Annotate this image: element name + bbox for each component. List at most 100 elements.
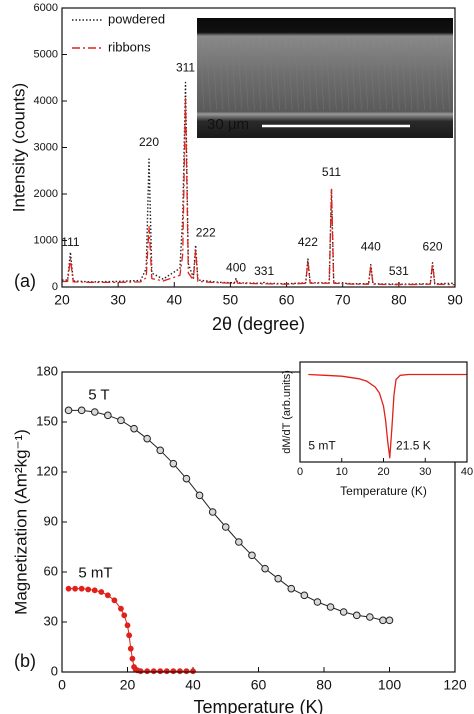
- y-tick-label: 60: [44, 563, 58, 578]
- data-point: [118, 605, 124, 612]
- x-tick-label: 10: [336, 466, 348, 478]
- data-point: [339, 608, 348, 616]
- data-point: [300, 591, 309, 600]
- y-tick-label: 3000: [34, 141, 58, 153]
- data-point: [190, 668, 196, 675]
- sem-texture: [218, 37, 224, 111]
- data-point: [64, 406, 73, 415]
- data-point: [85, 586, 92, 593]
- data-point: [130, 424, 138, 433]
- y-tick-label: 6000: [34, 2, 58, 14]
- annotation: 511: [322, 165, 341, 179]
- sem-texture: [325, 37, 331, 111]
- sem-texture: [363, 37, 369, 111]
- data-point: [124, 622, 131, 629]
- x-tick-label: 30: [419, 466, 431, 478]
- data-point: [208, 508, 217, 516]
- scale-bar-label: 30 μm: [207, 116, 249, 133]
- sem-texture: [269, 37, 274, 111]
- data-point: [157, 668, 164, 675]
- sem-texture: [250, 37, 255, 111]
- sem-texture: [300, 37, 306, 111]
- x-tick-label: 20: [54, 292, 70, 308]
- annotation: 422: [298, 235, 318, 249]
- x-axis-label: 2θ (degree): [212, 314, 305, 334]
- annotation: 531: [389, 264, 409, 278]
- data-point: [137, 668, 144, 675]
- data-point: [221, 523, 230, 531]
- y-tick-label: 120: [36, 463, 58, 478]
- annotation: 220: [139, 135, 159, 149]
- data-point: [163, 668, 170, 675]
- x-tick-label: 0: [297, 466, 303, 478]
- sem-texture: [388, 37, 394, 111]
- data-point: [352, 611, 361, 620]
- x-tick-label: 70: [335, 292, 351, 308]
- sem-texture: [243, 37, 249, 111]
- data-point: [150, 668, 157, 675]
- sem-texture: [395, 37, 400, 111]
- panel: 0 10 20 30 40 5 mT 21.5 K Temperature (K) dM/dT …: [281, 361, 473, 498]
- annotation: 5 mT: [308, 438, 336, 452]
- data-point: [72, 585, 78, 592]
- data-point: [326, 603, 335, 611]
- data-point: [104, 592, 111, 599]
- sem-texture: [212, 37, 217, 111]
- sem-texture: [420, 37, 425, 111]
- sem-texture: [275, 37, 280, 111]
- sem-texture: [256, 37, 261, 111]
- sem-texture: [199, 37, 205, 111]
- data-point: [379, 616, 387, 625]
- x-tick-label: 60: [279, 292, 295, 308]
- y-tick-label: 5000: [34, 48, 58, 60]
- y-tick-label: 0: [52, 281, 58, 293]
- data-point: [77, 406, 86, 415]
- y-tick-label: 4000: [34, 95, 58, 107]
- x-tick-label: 40: [185, 677, 201, 693]
- y-tick-label: 30: [44, 613, 58, 628]
- sem-texture: [445, 37, 450, 111]
- y-tick-label: 2000: [34, 188, 58, 200]
- data-point: [183, 668, 190, 675]
- axes-frame: [61, 7, 456, 288]
- sem-texture: [413, 37, 419, 111]
- legend-label: ribbons: [108, 39, 151, 54]
- data-point: [156, 446, 165, 455]
- data-point: [182, 474, 191, 483]
- sem-texture: [231, 37, 236, 111]
- sem-texture: [369, 37, 375, 111]
- y-tick-label: 150: [36, 413, 58, 428]
- data-point: [98, 589, 105, 595]
- data-point: [127, 645, 134, 652]
- data-point: [78, 585, 85, 592]
- data-point: [126, 632, 133, 639]
- sem-texture: [350, 37, 356, 111]
- panel-label: (b): [14, 651, 36, 671]
- data-point: [169, 459, 178, 468]
- legend-label: powdered: [108, 11, 165, 26]
- data-point: [274, 574, 282, 583]
- data-line: [308, 373, 467, 459]
- annotation: 5 mT: [78, 565, 112, 582]
- data-point: [261, 564, 269, 573]
- sem-texture: [407, 37, 413, 111]
- annotation: 311: [176, 61, 195, 75]
- sem-texture: [294, 37, 299, 111]
- sem-texture: [401, 37, 406, 111]
- annotation: 21.5 K: [396, 438, 431, 452]
- sem-texture: [432, 37, 438, 111]
- y-tick-label: 1000: [34, 234, 58, 246]
- sem-texture: [262, 37, 268, 111]
- sem-texture: [224, 37, 230, 111]
- sem-texture: [319, 37, 324, 111]
- sem-texture: [338, 37, 343, 111]
- y-axis-label: dM/dT (arb.units): [281, 370, 293, 454]
- data-point: [65, 585, 72, 592]
- sem-texture: [376, 37, 381, 111]
- annotation: 111: [61, 235, 80, 249]
- sem-texture: [313, 37, 318, 111]
- sem-texture: [206, 37, 211, 111]
